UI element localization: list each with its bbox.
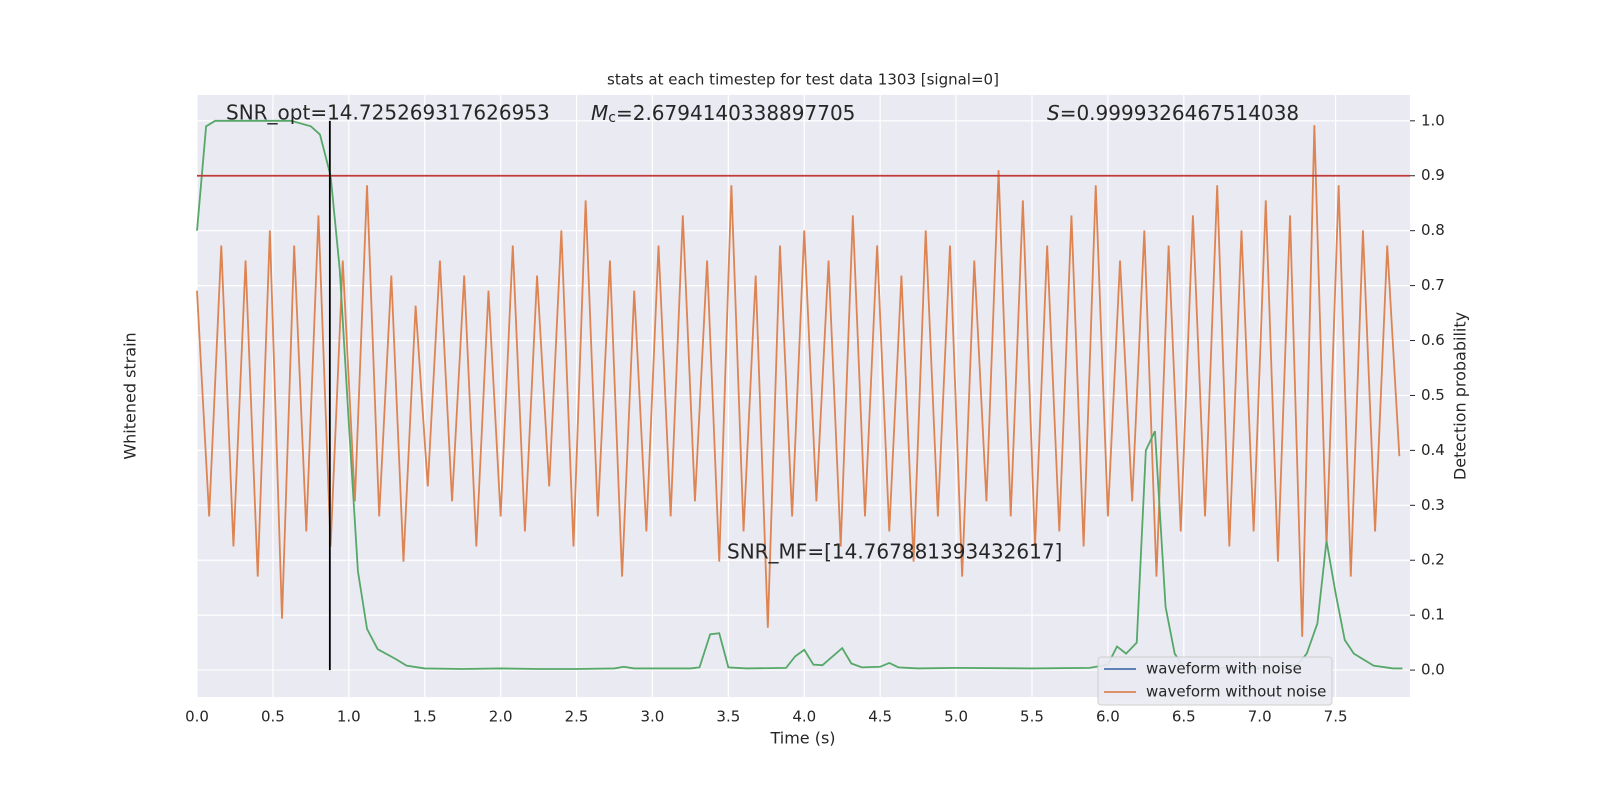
x-tick-label: 5.0 — [944, 708, 968, 726]
x-tick-label: 2.0 — [489, 708, 513, 726]
annotation-subscript: c — [608, 110, 616, 126]
annotation-text: =0.9999326467514038 — [1060, 101, 1299, 125]
y2-tick-label: 0.3 — [1421, 496, 1445, 514]
x-tick-label: 0.5 — [261, 708, 285, 726]
y2-tick-label: 0.5 — [1421, 386, 1445, 404]
x-tick-label: 3.0 — [641, 708, 665, 726]
annotation: S=0.9999326467514038 — [1047, 101, 1299, 125]
x-axis-label: Time (s) — [769, 729, 835, 748]
x-tick-label: 1.0 — [337, 708, 361, 726]
y2-axis-label: Detection probability — [1451, 312, 1470, 480]
y-axis-label: Whitened strain — [121, 332, 140, 459]
x-tick-label: 1.5 — [413, 708, 437, 726]
annotation: SNR_opt=14.725269317626953 — [226, 101, 550, 125]
y2-tick-label: 0.7 — [1421, 276, 1445, 294]
x-tick-label: 2.5 — [565, 708, 589, 726]
y2-tick-label: 0.1 — [1421, 606, 1445, 624]
annotation-symbol: M — [591, 101, 608, 125]
x-tick-label: 3.5 — [716, 708, 740, 726]
annotation-symbol: S — [1047, 101, 1060, 125]
x-tick-label: 5.5 — [1020, 708, 1044, 726]
chart-title: stats at each timestep for test data 130… — [607, 71, 999, 89]
legend-box — [1097, 656, 1333, 706]
series-line — [196, 125, 1401, 637]
x-tick-label: 7.0 — [1248, 708, 1272, 726]
x-tick-label: 6.5 — [1172, 708, 1196, 726]
y2-tick-label: 0.6 — [1421, 331, 1445, 349]
x-tick-label: 6.0 — [1096, 708, 1120, 726]
y2-tick-label: 1.0 — [1421, 111, 1445, 129]
y2-tick-label: 0.4 — [1421, 441, 1445, 459]
y2-tick-label: 0.2 — [1421, 551, 1445, 569]
annotation: SNR_MF=[14.767881393432617] — [727, 540, 1062, 564]
x-tick-label: 7.5 — [1324, 708, 1348, 726]
legend-label: waveform without noise — [1146, 683, 1326, 701]
x-tick-label: 0.0 — [185, 708, 209, 726]
y2-tick-label: 0.9 — [1421, 166, 1445, 184]
x-tick-label: 4.5 — [868, 708, 892, 726]
y2-tick-label: 0.0 — [1421, 661, 1445, 679]
y2-tick-label: 0.8 — [1421, 221, 1445, 239]
annotation: Mc=2.6794140338897705 — [591, 101, 855, 127]
legend-label: waveform with noise — [1146, 660, 1302, 678]
x-tick-label: 4.0 — [792, 708, 816, 726]
annotation-text: =2.6794140338897705 — [616, 101, 855, 125]
